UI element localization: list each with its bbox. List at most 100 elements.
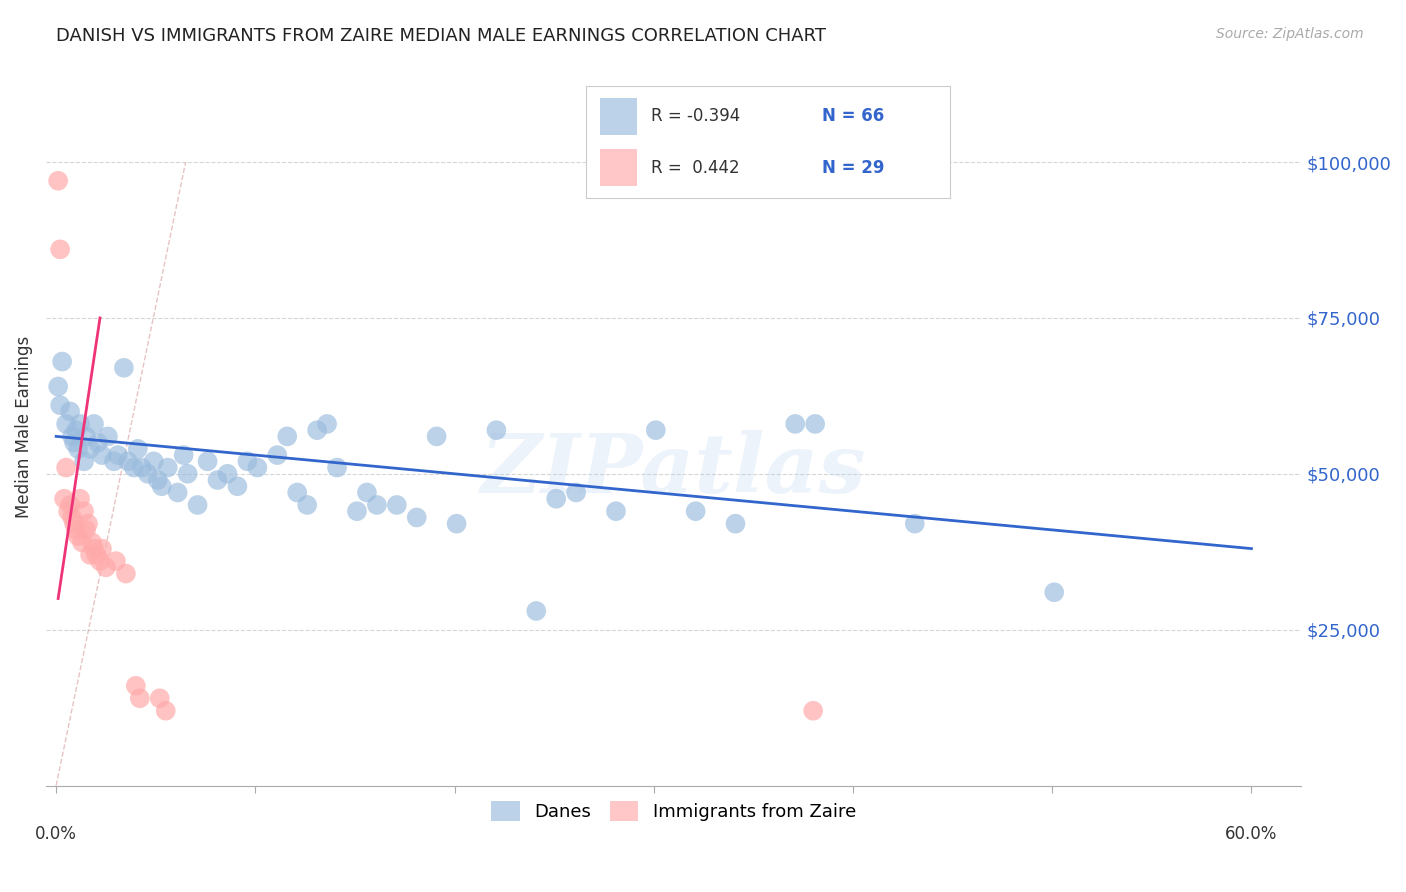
Point — [89, 554, 111, 568]
Point — [644, 423, 666, 437]
Point — [60, 510, 83, 524]
Point — [346, 504, 368, 518]
Point — [246, 460, 269, 475]
Point — [107, 448, 129, 462]
Point — [75, 523, 97, 537]
Point — [55, 460, 77, 475]
Point — [366, 498, 388, 512]
Point — [65, 523, 87, 537]
Point — [112, 360, 135, 375]
Point — [307, 423, 329, 437]
Point — [67, 442, 90, 456]
Point — [149, 691, 172, 706]
Point — [94, 560, 117, 574]
Point — [685, 504, 707, 518]
Point — [173, 448, 195, 462]
Point — [63, 516, 86, 531]
Point — [127, 442, 149, 456]
Point — [217, 467, 239, 481]
Point — [87, 435, 110, 450]
Text: DANISH VS IMMIGRANTS FROM ZAIRE MEDIAN MALE EARNINGS CORRELATION CHART: DANISH VS IMMIGRANTS FROM ZAIRE MEDIAN M… — [56, 27, 827, 45]
Point — [356, 485, 378, 500]
Point — [122, 460, 145, 475]
Point — [166, 485, 188, 500]
Point — [295, 498, 318, 512]
Point — [724, 516, 747, 531]
Point — [115, 566, 138, 581]
Point — [565, 485, 588, 500]
Point — [801, 704, 824, 718]
Text: ZIPatlas: ZIPatlas — [481, 430, 866, 510]
Point — [63, 435, 86, 450]
Point — [385, 498, 408, 512]
Text: 0.0%: 0.0% — [35, 825, 77, 843]
Point — [75, 429, 97, 443]
Point — [136, 467, 159, 481]
Point — [605, 504, 627, 518]
Point — [426, 429, 449, 443]
Point — [131, 460, 153, 475]
Point — [150, 479, 173, 493]
Point — [104, 554, 127, 568]
Point — [405, 510, 427, 524]
Point — [51, 354, 73, 368]
Point — [128, 691, 150, 706]
Point — [156, 460, 179, 475]
Point — [546, 491, 568, 506]
Point — [316, 417, 339, 431]
Point — [83, 417, 105, 431]
Point — [53, 491, 76, 506]
Point — [197, 454, 219, 468]
Point — [84, 548, 107, 562]
Point — [73, 504, 96, 518]
Point — [69, 417, 91, 431]
Point — [46, 174, 69, 188]
Text: 60.0%: 60.0% — [1225, 825, 1278, 843]
Point — [91, 448, 114, 462]
Point — [49, 398, 72, 412]
Point — [142, 454, 165, 468]
Point — [146, 473, 169, 487]
Point — [236, 454, 259, 468]
Point — [79, 548, 101, 562]
Point — [91, 541, 114, 556]
Point — [70, 535, 93, 549]
Point — [276, 429, 298, 443]
Point — [65, 423, 87, 437]
Point — [67, 529, 90, 543]
Point — [485, 423, 508, 437]
Point — [524, 604, 547, 618]
Point — [83, 541, 105, 556]
Point — [80, 535, 103, 549]
Point — [125, 679, 148, 693]
Point — [97, 429, 120, 443]
Point — [60, 429, 83, 443]
Point — [1043, 585, 1066, 599]
Point — [285, 485, 308, 500]
Point — [59, 498, 82, 512]
Point — [785, 417, 807, 431]
Point — [226, 479, 249, 493]
Point — [266, 448, 288, 462]
Point — [804, 417, 827, 431]
Point — [55, 417, 77, 431]
Point — [187, 498, 209, 512]
Point — [56, 504, 79, 518]
Legend: Danes, Immigrants from Zaire: Danes, Immigrants from Zaire — [482, 792, 865, 830]
Point — [155, 704, 177, 718]
Point — [46, 379, 69, 393]
Point — [207, 473, 229, 487]
Point — [326, 460, 349, 475]
Point — [69, 491, 91, 506]
Point — [103, 454, 125, 468]
Point — [59, 404, 82, 418]
Point — [49, 243, 72, 257]
Point — [176, 467, 198, 481]
Text: Source: ZipAtlas.com: Source: ZipAtlas.com — [1216, 27, 1364, 41]
Point — [446, 516, 468, 531]
Point — [73, 454, 96, 468]
Point — [77, 516, 100, 531]
Point — [904, 516, 927, 531]
Point — [79, 442, 101, 456]
Y-axis label: Median Male Earnings: Median Male Earnings — [15, 336, 32, 518]
